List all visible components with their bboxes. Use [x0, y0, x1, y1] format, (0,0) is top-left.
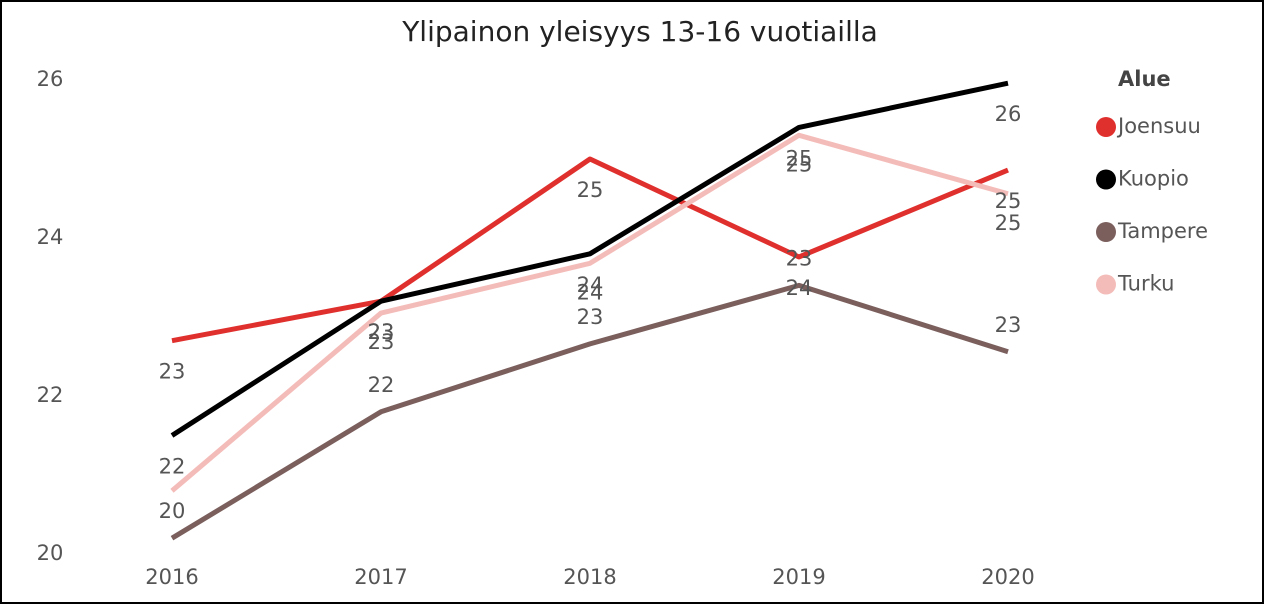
series-line [170, 282, 1009, 541]
x-tick-label: 2019 [772, 565, 825, 589]
legend-label: Joensuu [1116, 114, 1201, 138]
data-label: 25 [786, 146, 813, 170]
y-tick-label: 24 [37, 225, 64, 249]
x-tick-label: 2020 [981, 565, 1034, 589]
data-label: 24 [577, 280, 604, 304]
y-tick-label: 26 [37, 67, 64, 91]
y-tick-label: 22 [37, 383, 64, 407]
legend-marker [1096, 274, 1116, 295]
legend-label: Turku [1117, 272, 1174, 296]
data-label: 25 [786, 152, 813, 176]
data-label: 23 [577, 305, 604, 329]
legend-label: Tampere [1117, 219, 1208, 243]
legend-marker [1096, 117, 1116, 137]
data-label: 26 [995, 102, 1022, 126]
series-line [170, 80, 1009, 438]
legend-marker [1096, 222, 1116, 242]
series-line [171, 156, 1009, 344]
data-label: 22 [159, 455, 186, 479]
x-tick-label: 2016 [145, 565, 198, 589]
data-label: 22 [368, 373, 395, 397]
legend-title: Alue [1118, 67, 1171, 91]
data-label: 23 [786, 246, 813, 270]
data-label: 23 [368, 320, 395, 344]
data-label: 24 [577, 273, 604, 297]
data-label: 23 [368, 320, 395, 344]
data-label: 25 [995, 189, 1022, 213]
x-tick-label: 2018 [563, 565, 616, 589]
y-tick-label: 20 [37, 541, 64, 565]
data-label: 25 [577, 178, 604, 202]
data-label: 24 [786, 276, 813, 300]
x-tick-label: 2017 [354, 565, 407, 589]
data-label: 20 [159, 499, 186, 523]
legend-label: Kuopio [1118, 167, 1189, 191]
data-label: 23 [159, 360, 186, 384]
data-label: 25 [995, 211, 1022, 235]
series-line [170, 132, 1009, 493]
data-label: 23 [368, 330, 395, 354]
data-label: 23 [995, 313, 1022, 337]
chart-title: Ylipainon yleisyys 13-16 vuotiailla [401, 15, 878, 48]
legend-marker [1096, 169, 1116, 190]
